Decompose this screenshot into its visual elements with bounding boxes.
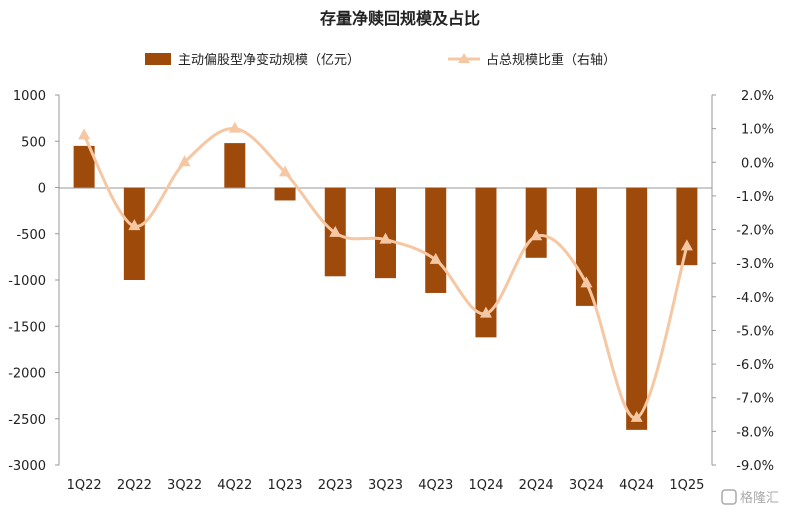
ratio-marker-3Q22 — [178, 155, 191, 167]
x-tick-label: 1Q22 — [67, 478, 102, 493]
legend-bar-label: 主动偏股型净变动规模（亿元） — [178, 52, 360, 68]
ratio-marker-3Q23 — [379, 232, 392, 244]
bar-1Q22 — [73, 145, 95, 188]
x-tick-label: 1Q24 — [468, 478, 503, 493]
right-tick-label: -4.0% — [736, 291, 774, 306]
x-tick-label: 4Q24 — [619, 478, 654, 493]
x-tick-label: 4Q23 — [418, 478, 453, 493]
left-axis-ticks: 1000 500 0 -500 -1000 -1500 -2000 -2500 -3000 — [8, 89, 59, 474]
x-tick-label: 4Q22 — [217, 478, 252, 493]
bar-2Q24 — [525, 187, 547, 258]
line-series — [78, 121, 693, 422]
right-tick-label: -9.0% — [736, 459, 774, 474]
right-tick-label: 0.0% — [741, 156, 774, 171]
right-tick-label: -7.0% — [736, 392, 774, 407]
x-tick-label: 3Q22 — [167, 478, 202, 493]
right-tick-label: 2.0% — [741, 89, 774, 104]
x-tick-label: 2Q24 — [519, 478, 554, 493]
right-tick-label: -5.0% — [736, 324, 774, 339]
x-tick-label: 2Q23 — [318, 478, 353, 493]
left-tick-label: 1000 — [13, 89, 46, 104]
ratio-marker-1Q23 — [279, 165, 292, 177]
watermark: 格隆汇 — [721, 489, 779, 506]
left-tick-label: -3000 — [8, 459, 46, 474]
right-tick-label: -6.0% — [736, 358, 774, 373]
chart-title: 存量净赎回规模及占比 — [320, 9, 480, 28]
ratio-marker-4Q24 — [630, 410, 643, 422]
ratio-marker-1Q25 — [680, 239, 693, 251]
legend-bar-swatch — [145, 53, 171, 65]
left-tick-label: -1000 — [8, 274, 46, 289]
left-tick-label: -500 — [16, 228, 46, 243]
bar-1Q24 — [475, 187, 497, 338]
ratio-marker-2Q22 — [128, 219, 141, 231]
bar-1Q25 — [676, 187, 698, 266]
right-tick-label: -1.0% — [736, 190, 774, 205]
left-tick-label: -2000 — [8, 367, 46, 382]
watermark-text: 格隆汇 — [740, 490, 779, 506]
ratio-marker-1Q24 — [479, 306, 492, 318]
ratio-marker-2Q23 — [329, 225, 342, 237]
bar-3Q24 — [575, 187, 597, 306]
gelonghui-logo-icon — [721, 489, 737, 505]
left-tick-label: -1500 — [8, 320, 46, 335]
bar-4Q23 — [425, 187, 447, 293]
right-tick-label: 1.0% — [741, 123, 774, 138]
ratio-marker-1Q22 — [78, 128, 91, 140]
x-tick-label: 3Q23 — [368, 478, 403, 493]
x-axis-ticks: 1Q22 2Q22 3Q22 4Q22 1Q23 2Q23 3Q23 4Q23 1Q24 2Q24… — [67, 478, 705, 493]
x-tick-label: 1Q23 — [268, 478, 303, 493]
right-tick-label: -2.0% — [736, 224, 774, 239]
right-tick-label: -3.0% — [736, 257, 774, 272]
legend: 主动偏股型净变动规模（亿元） 占总规模比重（右轴） — [145, 52, 616, 68]
legend-line-marker — [458, 53, 470, 63]
ratio-marker-3Q24 — [580, 276, 593, 288]
ratio-marker-4Q23 — [429, 252, 442, 264]
bar-4Q22 — [224, 143, 246, 188]
legend-line-label: 占总规模比重（右轴） — [486, 52, 616, 68]
ratio-marker-4Q22 — [228, 121, 241, 133]
x-tick-label: 1Q25 — [669, 478, 704, 493]
left-tick-label: 0 — [38, 182, 46, 197]
right-tick-label: -8.0% — [736, 425, 774, 440]
x-tick-label: 2Q22 — [117, 478, 152, 493]
left-tick-label: 500 — [21, 135, 46, 150]
bar-4Q24 — [626, 187, 648, 430]
ratio-marker-2Q24 — [530, 229, 543, 241]
x-tick-label: 3Q24 — [569, 478, 604, 493]
left-tick-label: -2500 — [8, 413, 46, 428]
bar-2Q22 — [123, 187, 145, 280]
bar-1Q23 — [274, 187, 296, 201]
right-axis-ticks: 2.0% 1.0% 0.0% -1.0% -2.0% -3.0% -4.0% -5.0% -6.… — [712, 89, 774, 474]
